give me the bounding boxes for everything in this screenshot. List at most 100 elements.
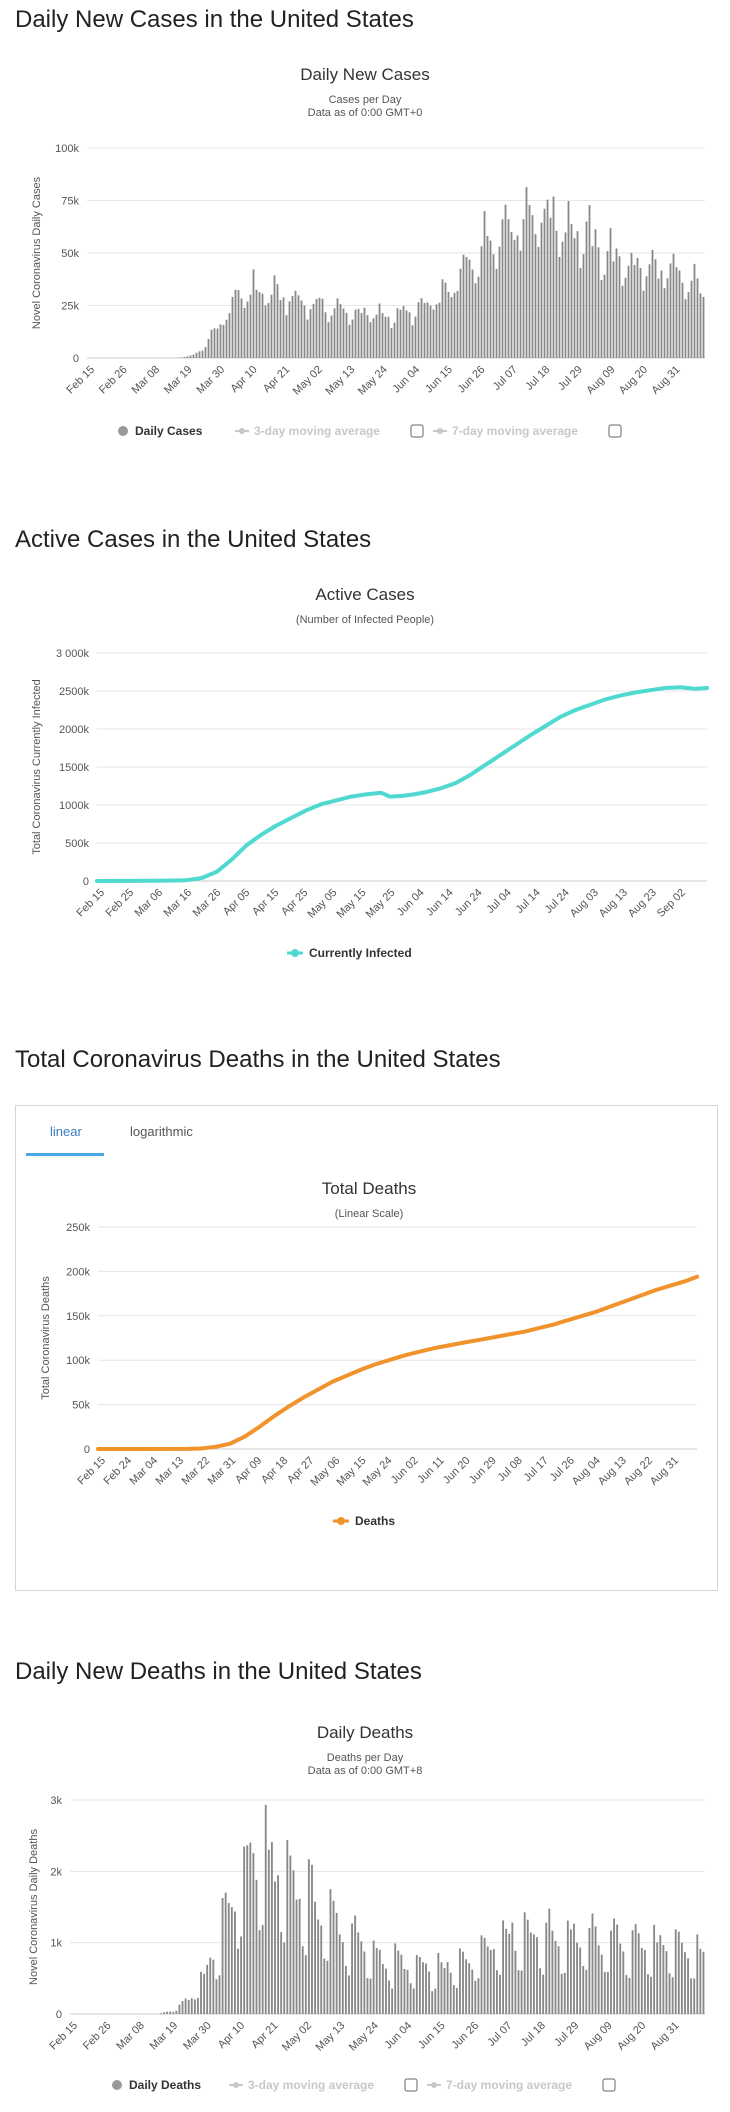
- bar: [320, 1926, 322, 2014]
- bar: [583, 254, 585, 358]
- bar: [632, 1930, 634, 2014]
- bar: [436, 304, 438, 358]
- bar: [475, 283, 477, 358]
- y-tick-label: 25k: [61, 301, 79, 313]
- bar: [693, 1978, 695, 2014]
- chart-title: Active Cases: [315, 585, 414, 604]
- bar: [343, 309, 345, 358]
- legend-item-label: Daily Cases: [135, 424, 203, 438]
- bar: [253, 269, 255, 358]
- bar: [376, 1948, 378, 2014]
- bar: [478, 1978, 480, 2014]
- x-tick-label: Sep 02: [655, 887, 688, 920]
- bar: [471, 1970, 473, 2014]
- bar: [576, 1943, 578, 2014]
- x-tick-label: Aug 13: [597, 887, 630, 920]
- bar: [592, 246, 594, 358]
- bar: [271, 1842, 273, 2014]
- bar: [234, 1912, 236, 2014]
- y-tick-label: 100k: [55, 143, 79, 155]
- bar: [696, 1934, 698, 2014]
- bar: [240, 1936, 242, 2014]
- bar: [215, 1979, 217, 2014]
- x-tick-label: Mar 22: [180, 1455, 213, 1488]
- bar: [496, 1970, 498, 2014]
- tab-linear[interactable]: linear: [50, 1124, 82, 1139]
- bar: [349, 325, 351, 358]
- bar: [589, 205, 591, 358]
- x-tick-label: Aug 23: [626, 887, 659, 920]
- x-tick-label: Feb 26: [97, 364, 130, 397]
- bar: [439, 303, 441, 358]
- bar: [697, 278, 699, 358]
- bar: [319, 298, 321, 358]
- bar: [582, 1966, 584, 2014]
- bar: [430, 305, 432, 358]
- bar: [523, 219, 525, 358]
- active-cases-chart: Active Cases(Number of Infected People)0…: [0, 580, 730, 1000]
- bar: [650, 1977, 652, 2014]
- bar: [299, 1899, 301, 2014]
- bar: [422, 1962, 424, 2014]
- bar: [412, 325, 414, 358]
- bar: [200, 1972, 202, 2014]
- bar: [415, 317, 417, 358]
- bar: [328, 322, 330, 358]
- bar: [163, 2012, 165, 2014]
- bar: [179, 2005, 181, 2014]
- bar: [574, 238, 576, 358]
- x-tick-label: Aug 31: [649, 2020, 682, 2053]
- legend-marker-icon: [437, 428, 443, 434]
- bar: [334, 308, 336, 358]
- bar: [505, 1929, 507, 2014]
- bar: [666, 1951, 668, 2014]
- bar: [508, 1934, 510, 2014]
- bar: [360, 1941, 362, 2014]
- bar: [643, 291, 645, 358]
- legend-circle-icon: [118, 426, 128, 436]
- x-tick-label: May 13: [323, 364, 357, 398]
- bar: [434, 1989, 436, 2014]
- bar: [622, 1951, 624, 2014]
- legend-item-label: Deaths: [355, 1514, 395, 1528]
- bar: [530, 1933, 532, 2014]
- x-tick-label: Apr 10: [216, 2020, 247, 2051]
- bar: [598, 1945, 600, 2014]
- x-tick-label: Jun 04: [391, 364, 423, 396]
- bar: [406, 310, 408, 358]
- bar: [265, 305, 267, 358]
- x-tick-label: Jul 29: [552, 2020, 581, 2049]
- bar: [286, 315, 288, 358]
- bar: [323, 1959, 325, 2014]
- bar: [190, 355, 192, 358]
- y-tick-label: 500k: [65, 838, 89, 850]
- bar: [388, 317, 390, 358]
- bar: [358, 309, 360, 358]
- bar: [511, 232, 513, 358]
- bar: [331, 316, 333, 358]
- bar: [283, 1943, 285, 2014]
- x-tick-label: Feb 24: [101, 1455, 134, 1488]
- bar: [454, 293, 456, 358]
- bar: [601, 280, 603, 358]
- checkbox-icon: [603, 2079, 615, 2091]
- bar: [641, 1948, 643, 2014]
- bar: [585, 1970, 587, 2014]
- x-tick-label: Apr 05: [221, 887, 252, 918]
- bar: [209, 1958, 211, 2014]
- bar: [447, 1962, 449, 2014]
- bar: [703, 1952, 705, 2014]
- bar: [448, 292, 450, 358]
- bar: [637, 258, 639, 358]
- tab-logarithmic[interactable]: logarithmic: [130, 1124, 193, 1139]
- x-tick-label: Mar 19: [148, 2020, 181, 2053]
- y-tick-label: 200k: [66, 1266, 90, 1278]
- bar: [385, 317, 387, 358]
- x-tick-label: Jun 24: [453, 887, 485, 919]
- bar: [373, 318, 375, 358]
- x-tick-label: Mar 30: [195, 364, 228, 397]
- x-tick-label: Aug 09: [582, 2020, 615, 2053]
- x-tick-label: Apr 10: [228, 364, 259, 395]
- series-line: [98, 1277, 697, 1449]
- bar: [181, 357, 183, 358]
